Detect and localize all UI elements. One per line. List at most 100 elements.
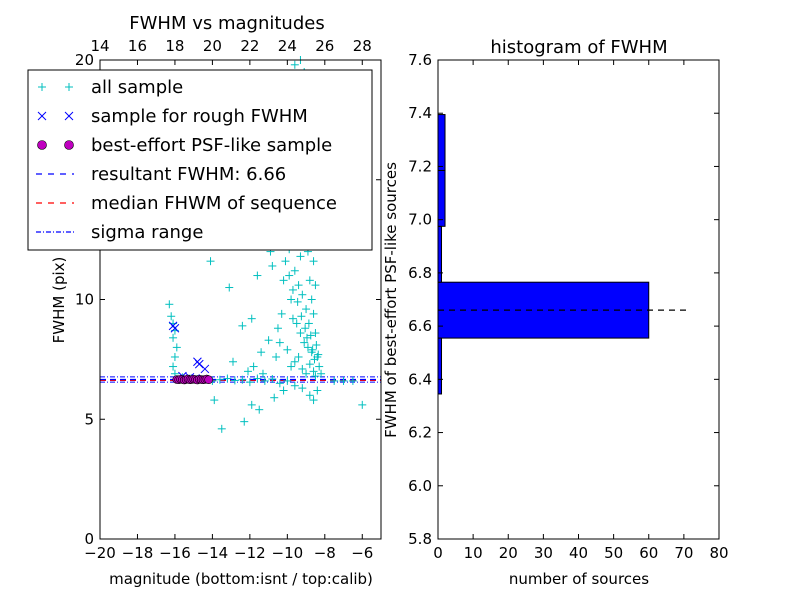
scatter-point-0-82	[311, 372, 320, 381]
left-x-tick-label: −14	[197, 544, 229, 562]
scatter-point-0-125	[229, 357, 238, 366]
scatter-point-0-27	[309, 396, 318, 405]
right-x-tick-label: 0	[433, 544, 443, 562]
scatter-point-0-31	[210, 396, 219, 405]
scatter-point-0-100	[288, 285, 297, 294]
left-y-tick-label: 10	[75, 291, 94, 309]
scatter-point-0-103	[301, 324, 310, 333]
right-x-tick-label: 80	[709, 544, 728, 562]
scatter-point-0-22	[275, 379, 284, 388]
legend-box	[27, 69, 373, 251]
scatter-point-0-72	[300, 338, 309, 347]
right-y-axis-label: FWHM of best-effort PSF-like sources	[382, 162, 400, 438]
scatter-point-0-17	[238, 375, 247, 384]
right-x-tick-label: 40	[569, 544, 588, 562]
legend-label: resultant FWHM: 6.66	[91, 164, 286, 185]
scatter-point-0-21	[268, 375, 277, 384]
right-x-tick-label: 20	[499, 544, 518, 562]
histogram-bar-0	[437, 337, 443, 395]
legend: all sample sample for rough FWHM best-effo…	[27, 69, 373, 251]
scatter-point-0-34	[270, 393, 279, 402]
scatter-point-0-73	[303, 343, 312, 352]
scatter-point-0-119	[311, 281, 320, 290]
scatter-point-0-63	[290, 266, 299, 275]
scatter-point-0-30	[240, 417, 249, 426]
scatter-point-0-24	[290, 381, 299, 390]
left-plot-title: FWHM vs magnitudes	[129, 13, 324, 34]
scatter-point-1-3-b	[194, 359, 204, 369]
scatter-point-0-102	[297, 312, 306, 321]
scatter-point-0-67	[302, 305, 311, 314]
scatter-point-0-121	[257, 348, 266, 357]
left-x-tick-label: −16	[159, 544, 191, 562]
legend-entry-2: best-effort PSF-like sample	[37, 135, 332, 156]
scatter-point-0-19	[253, 374, 262, 383]
scatter-point-0-5	[172, 343, 181, 352]
scatter-point-0-109	[314, 350, 323, 359]
left-y-tick-label: 20	[75, 51, 94, 69]
legend-entry-4: median FHWM of sequence	[36, 193, 337, 214]
scatter-point-0-7	[169, 362, 178, 371]
scatter-point-0-15	[223, 374, 232, 383]
scatter-point-0-124	[238, 321, 247, 330]
left-y-tick-label: 5	[84, 410, 94, 428]
left-x-tick-label: −8	[314, 544, 336, 562]
right-plot-marks	[437, 114, 691, 395]
scatter-point-0-20	[260, 376, 269, 385]
left-top-x-tick-label: 18	[165, 37, 184, 55]
scatter-point-0-97	[309, 309, 318, 318]
legend-marker-x-b	[37, 111, 47, 121]
histogram-bar-4	[437, 114, 446, 171]
scatter-point-0-62	[281, 257, 290, 266]
right-x-tick-label: 70	[674, 544, 693, 562]
scatter-point-0-80	[305, 360, 314, 369]
legend-marker-plus	[65, 83, 73, 91]
legend-entry-3: resultant FWHM: 6.66	[36, 164, 286, 185]
scatter-point-0-68	[279, 276, 288, 285]
left-y-tick-label: 0	[84, 530, 94, 548]
legend-marker-plus	[38, 83, 46, 91]
scatter-point-0-90	[285, 271, 294, 280]
histogram-bar-3	[437, 169, 446, 227]
scatter-point-0-1	[167, 312, 176, 321]
scatter-point-0-16	[230, 376, 239, 385]
right-y-tick-label: 6.0	[408, 477, 432, 495]
legend-label: best-effort PSF-like sample	[91, 135, 332, 156]
scatter-point-0-79	[302, 369, 311, 378]
legend-entry-0: all sample	[38, 77, 183, 98]
scatter-point-0-92	[296, 252, 305, 261]
scatter-point-0-29	[217, 424, 226, 433]
histogram-bar-2	[437, 225, 443, 283]
scatter-point-0-41	[225, 283, 234, 292]
scatter-point-0-64	[294, 281, 303, 290]
scatter-point-0-39	[348, 376, 357, 385]
left-x-axis-label: magnitude (bottom:isnt / top:calib)	[109, 570, 373, 588]
right-y-tick-label: 7.4	[408, 104, 432, 122]
scatter-point-0-78	[298, 364, 307, 373]
left-y-axis-label: FWHM (pix)	[50, 257, 68, 344]
legend-entry-1: sample for rough FWHM	[37, 106, 308, 127]
scatter-point-0-65	[298, 290, 307, 299]
scatter-point-0-107	[308, 345, 317, 354]
scatter-point-0-69	[288, 314, 297, 323]
scatter-point-0-38	[330, 376, 339, 385]
scatter-point-0-95	[305, 276, 314, 285]
scatter-point-0-14	[215, 375, 224, 384]
right-y-tick-label: 5.8	[408, 530, 432, 548]
left-x-tick-label: −10	[272, 544, 304, 562]
right-y-tick-label: 6.6	[408, 317, 432, 335]
scatter-point-1-1-b	[170, 323, 180, 333]
scatter-point-0-37	[339, 376, 348, 385]
legend-label: sample for rough FWHM	[91, 106, 308, 127]
scatter-point-0-84	[315, 362, 324, 371]
scatter-point-0-28	[313, 386, 322, 395]
legend-marker-x	[37, 111, 47, 121]
scatter-point-2-17	[204, 375, 213, 385]
left-plot-ticks: −20 14 −18 16 −16 18 −14 20 −12 22 −10 24 −8 26 −6 28 0 5…	[75, 37, 381, 562]
scatter-point-0-120	[249, 362, 258, 371]
scatter-point-0-23	[283, 376, 292, 385]
right-y-tick-label: 6.4	[408, 370, 432, 388]
right-x-tick-label: 30	[534, 544, 553, 562]
scatter-point-0-44	[247, 314, 256, 323]
